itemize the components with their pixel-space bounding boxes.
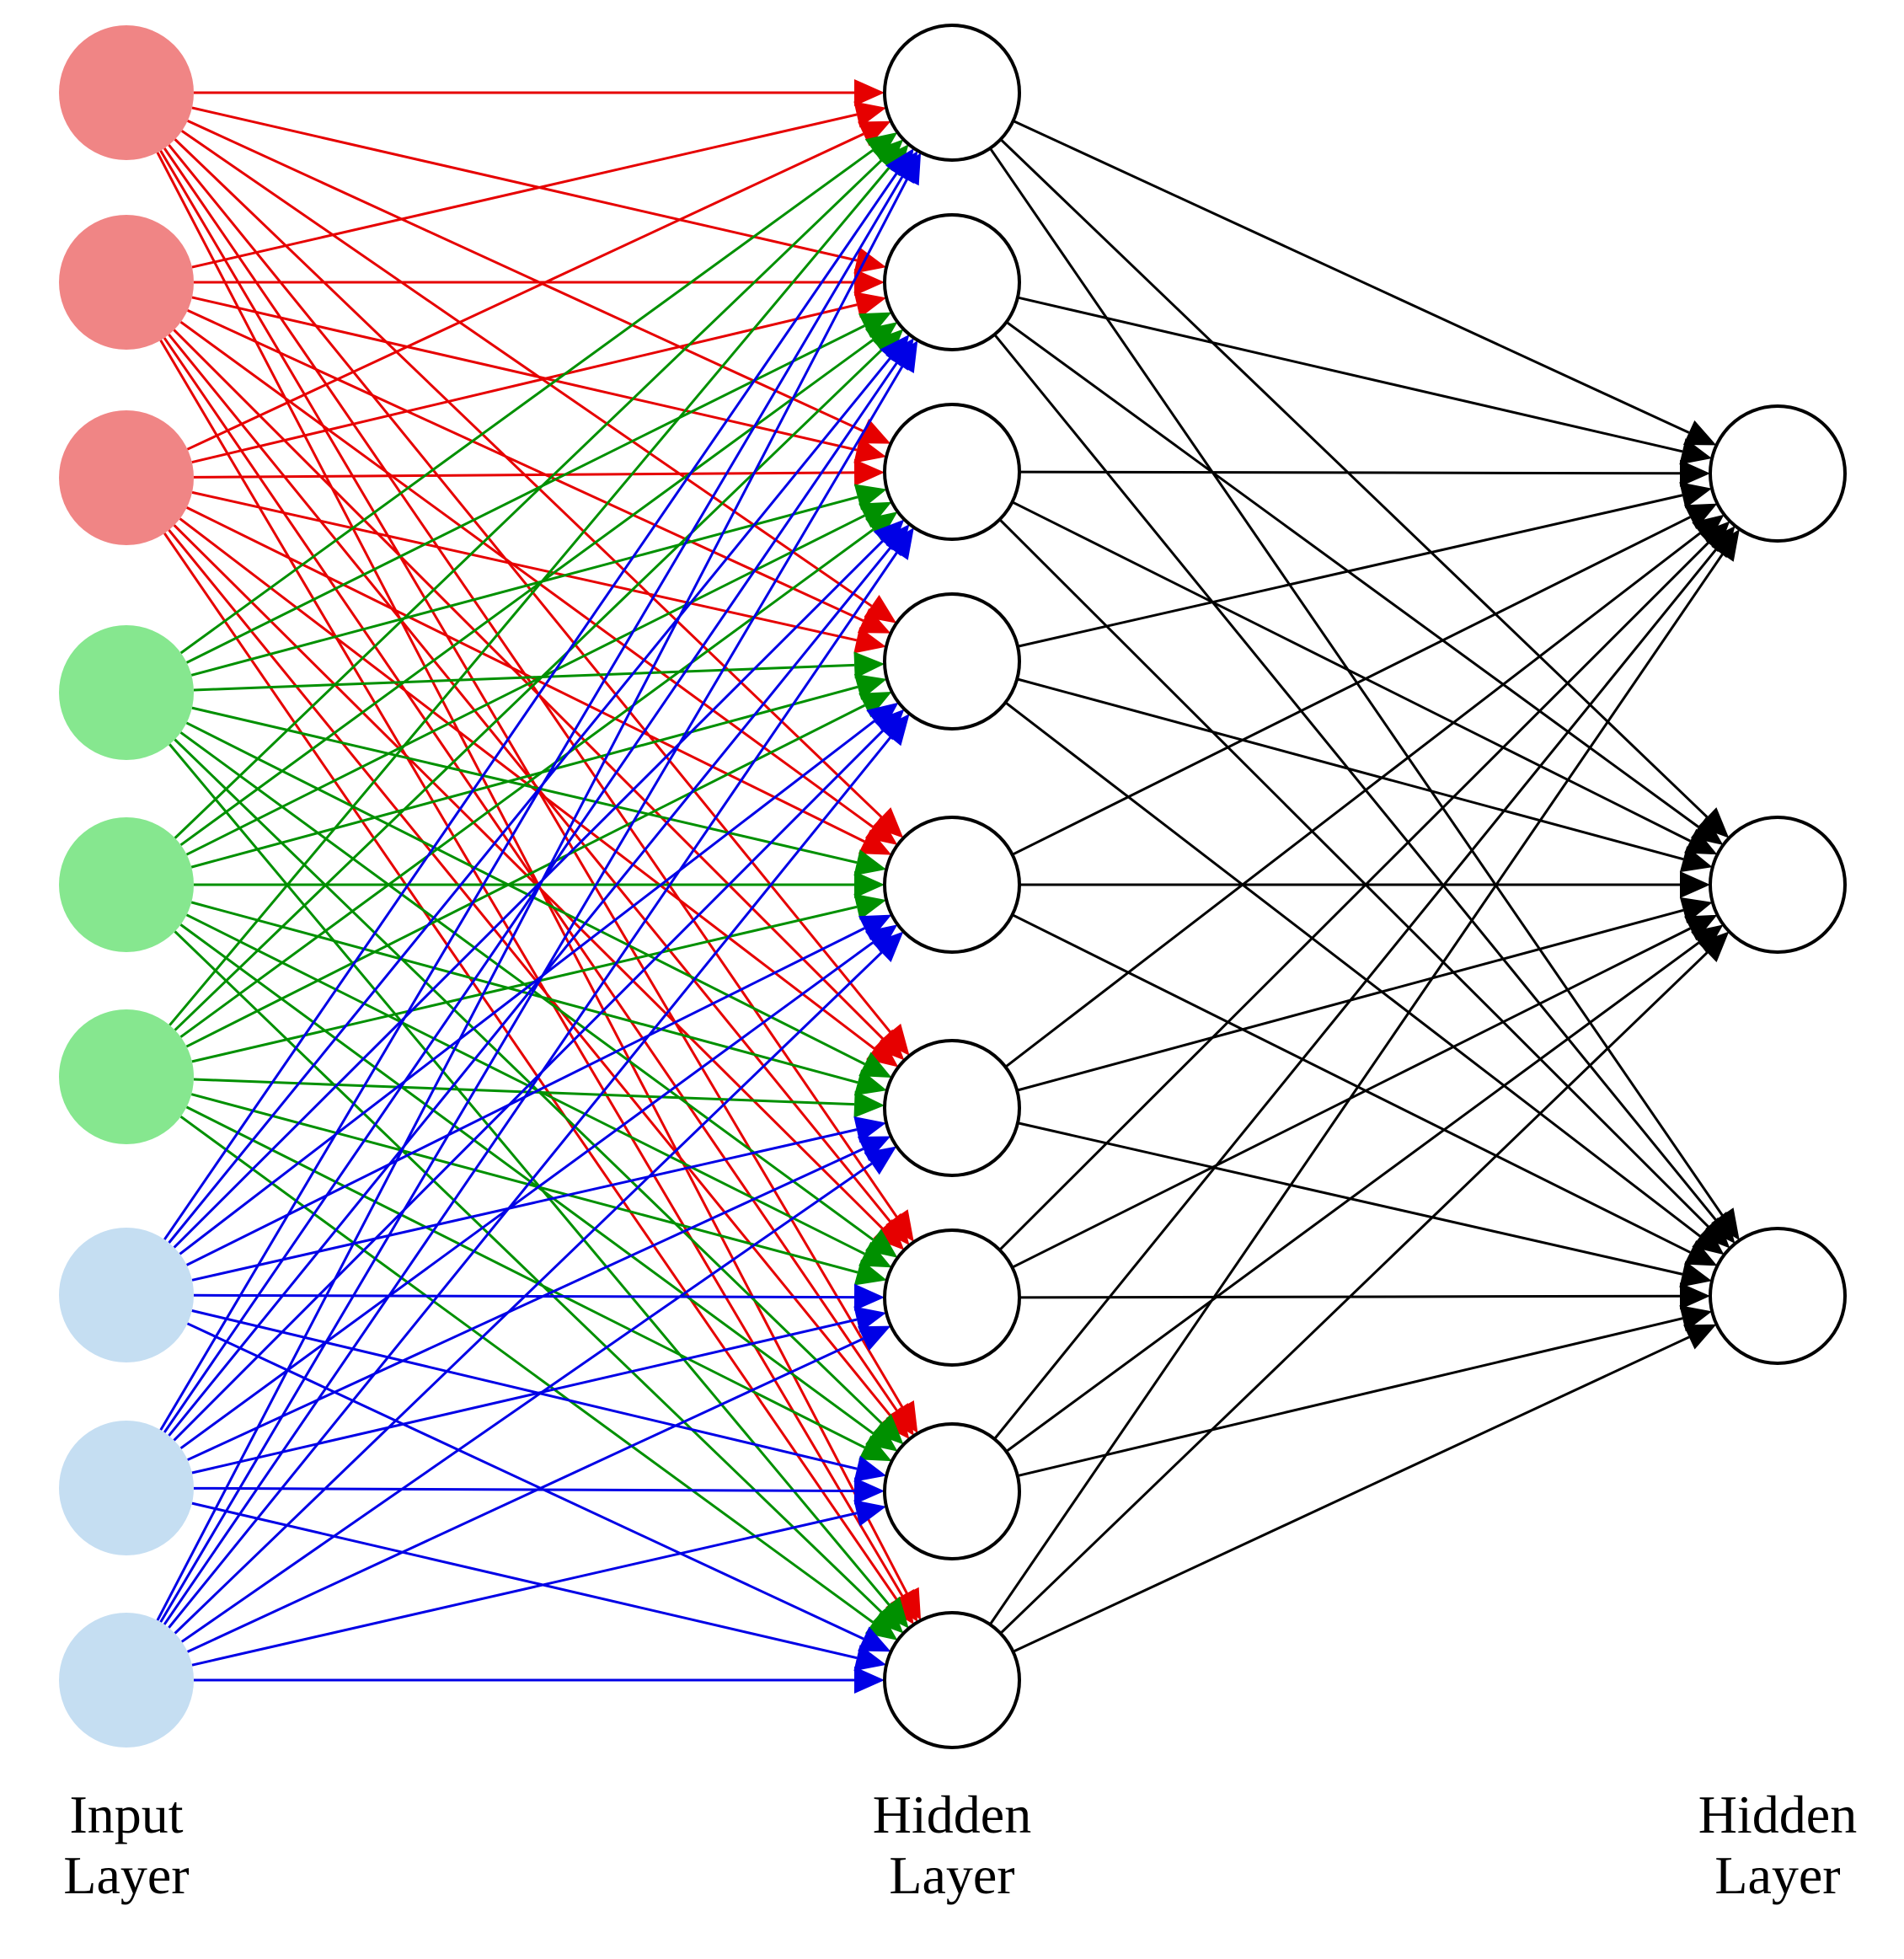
edge-arrow [854, 459, 885, 486]
hidden1-node [885, 1041, 1019, 1175]
hidden2-label-line2: Layer [1714, 1845, 1840, 1905]
input-node [59, 817, 194, 952]
edge [1006, 943, 1698, 1452]
edge [164, 533, 896, 1599]
edge [182, 131, 872, 606]
edge [1017, 679, 1683, 859]
hidden1-label-line1: Hidden [873, 1785, 1031, 1844]
edge [1018, 1319, 1682, 1476]
edge [192, 1311, 857, 1469]
edge-arrow [854, 871, 885, 898]
input-label-line1: Input [69, 1785, 183, 1844]
edge-arrow [853, 1091, 885, 1118]
edge-arrow [854, 1284, 885, 1311]
edge [161, 340, 902, 1596]
hidden1-node [885, 404, 1019, 539]
edge [1005, 533, 1700, 1068]
edge [194, 1488, 854, 1491]
edge [1013, 502, 1691, 841]
hidden1-node [885, 1613, 1019, 1748]
input-layer-label: InputLayer [63, 1785, 189, 1905]
hidden2-label-line1: Hidden [1698, 1785, 1857, 1844]
hidden1-label-line2: Layer [889, 1845, 1014, 1905]
edge [1013, 517, 1691, 855]
labels-group: InputLayerHiddenLayerHiddenLayer [63, 1785, 1857, 1905]
edge-arrow [1680, 871, 1710, 898]
hidden1-layer-label: HiddenLayer [873, 1785, 1031, 1905]
edge-arrow [854, 1667, 885, 1694]
edge [164, 363, 896, 1432]
edge [161, 177, 902, 1430]
hidden1-node [885, 817, 1019, 952]
input-node [59, 625, 194, 760]
edge [187, 915, 865, 1254]
edge [1014, 121, 1689, 433]
edge [1000, 543, 1709, 1250]
edge [990, 554, 1722, 1624]
input-node [59, 1228, 194, 1362]
edge [181, 322, 874, 827]
edge [1014, 1337, 1689, 1651]
edge [192, 115, 857, 267]
edge [188, 1339, 864, 1652]
edge [1001, 952, 1708, 1633]
input-node [59, 215, 194, 350]
input-node [59, 410, 194, 545]
edge [187, 326, 864, 663]
edge [158, 179, 907, 1620]
hidden2-node [1710, 817, 1845, 952]
input-node [59, 1613, 194, 1748]
edge-arrow [853, 651, 885, 678]
input-node [59, 25, 194, 160]
edge [1007, 322, 1699, 827]
hidden2-node [1710, 1228, 1845, 1363]
edge-arrow [854, 1478, 885, 1505]
input-label-line2: Layer [63, 1845, 189, 1905]
edge [1019, 472, 1680, 474]
hidden1-node [885, 1230, 1019, 1365]
edge [990, 148, 1722, 1215]
edge [174, 731, 883, 1440]
hidden2-layer-label: HiddenLayer [1698, 1785, 1857, 1905]
edge [1001, 139, 1708, 816]
hidden1-node [885, 594, 1019, 729]
edge [175, 932, 882, 1613]
edge [1005, 703, 1700, 1237]
hidden1-node [885, 25, 1019, 160]
edge [1013, 915, 1691, 1253]
edge [179, 721, 874, 1255]
neural-network-diagram: InputLayerHiddenLayerHiddenLayer [0, 0, 1904, 1959]
hidden1-node [885, 215, 1019, 350]
edge-arrow [1680, 1282, 1710, 1309]
hidden2-node [1710, 406, 1845, 541]
input-node [59, 1421, 194, 1555]
edge [1018, 297, 1682, 452]
edge [182, 1164, 872, 1641]
edge [169, 530, 890, 1416]
edge [164, 553, 896, 1624]
input-node [59, 1009, 194, 1144]
edge-arrow [854, 79, 885, 106]
edge [161, 367, 902, 1622]
edge-arrow [1680, 460, 1710, 487]
hidden1-node [885, 1424, 1019, 1559]
edge [192, 1503, 857, 1658]
